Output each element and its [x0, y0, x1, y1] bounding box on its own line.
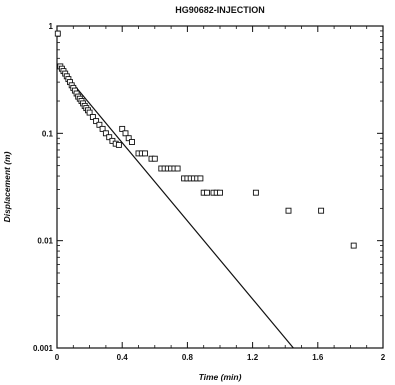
x-axis-label: Time (min): [199, 372, 242, 382]
x-tick-label: 1.6: [312, 353, 324, 362]
data-point: [174, 165, 181, 172]
y-tick-label: 0.001: [33, 344, 54, 353]
y-tick-label: 0.1: [42, 129, 54, 138]
data-point: [350, 242, 357, 249]
x-tick-label: 1.2: [247, 353, 259, 362]
y-axis: 0.001 0.01 0.1 1: [33, 22, 383, 353]
data-point: [115, 141, 122, 148]
y-tick-label: 1: [49, 22, 54, 31]
x-tick-label: 0.4: [117, 353, 129, 362]
data-point: [125, 135, 132, 142]
fit-line-layer: [58, 66, 294, 349]
data-point: [102, 130, 109, 137]
chart-title: HG90682-INJECTION: [175, 5, 265, 15]
data-point: [106, 134, 113, 141]
data-point: [252, 189, 259, 196]
x-tick-label: 0: [55, 353, 60, 362]
data-point: [96, 121, 103, 128]
data-point: [285, 207, 292, 214]
plot-frame: [56, 25, 384, 349]
data-point: [122, 130, 129, 137]
x-tick-label: 0.8: [182, 353, 194, 362]
data-point: [89, 114, 96, 120]
x-tick-label: 2: [381, 353, 386, 362]
data-point: [217, 189, 223, 196]
y-axis-label: Displacement (m): [2, 151, 12, 222]
data-point: [99, 125, 106, 132]
data-point: [54, 30, 61, 37]
data-point: [318, 207, 325, 214]
data-point: [119, 125, 126, 132]
data-point: [86, 109, 93, 116]
data-point: [204, 189, 210, 196]
y-tick-label: 0.01: [37, 237, 53, 246]
data-point: [151, 155, 158, 162]
data-point: [142, 150, 148, 157]
data-point: [93, 118, 100, 125]
data-points-layer: [54, 30, 357, 249]
data-point: [129, 139, 135, 145]
data-point: [197, 175, 204, 182]
x-axis: 0 0.4 0.8 1.2 1.6 2: [55, 26, 386, 362]
fit-line: [58, 66, 294, 349]
